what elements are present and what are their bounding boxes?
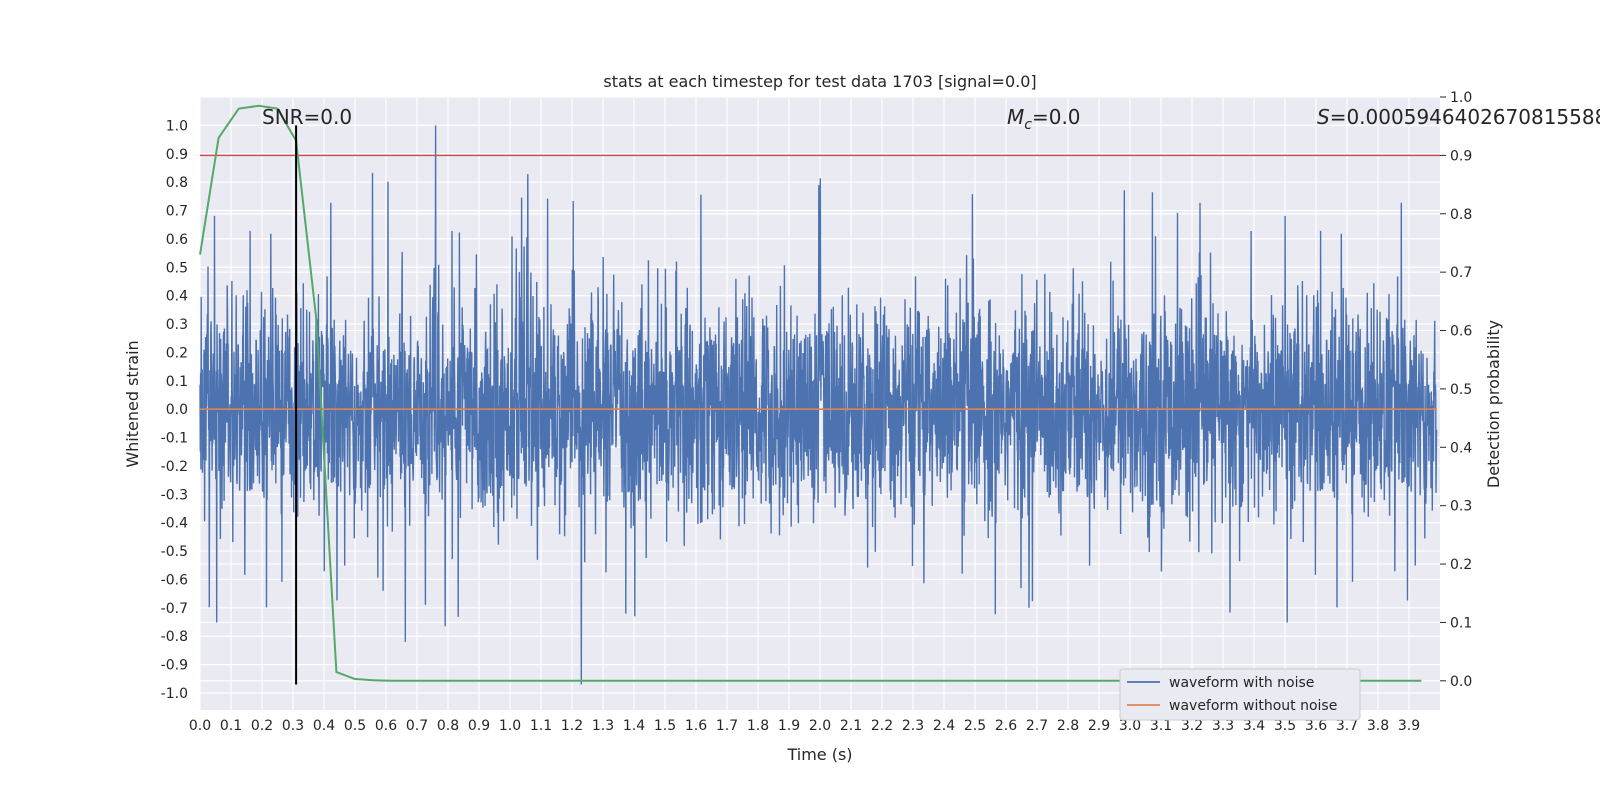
x-tick-label: 0.6 xyxy=(375,718,397,734)
chirp-mass-annotation: Mc=0.0 xyxy=(1007,105,1081,133)
x-tick-label: 0.3 xyxy=(282,718,304,734)
y-tick-label: -0.9 xyxy=(161,658,188,674)
x-tick-label: 2.5 xyxy=(964,718,986,734)
y2-axis-ticks: 1.0 0.9 0.8 0.7 0.6 0.5 0.4 0.3 0.2 0.1 0.0 xyxy=(1440,90,1472,690)
x-tick-label: 2.6 xyxy=(995,718,1017,734)
x-tick-label: 1.4 xyxy=(623,718,645,734)
x-tick-label: 1.9 xyxy=(778,718,800,734)
chart-title: stats at each timestep for test data 170… xyxy=(603,72,1036,91)
y-tick-label: 0.9 xyxy=(166,147,188,163)
x-tick-label: 3.1 xyxy=(1150,718,1172,734)
y2-tick-label: 0.9 xyxy=(1450,148,1472,164)
x-tick-label: 2.7 xyxy=(1026,718,1048,734)
y-tick-label: -0.5 xyxy=(161,544,188,560)
y2-tick-label: 0.7 xyxy=(1450,265,1472,281)
legend-box xyxy=(1119,668,1361,721)
x-tick-label: 3.5 xyxy=(1274,718,1296,734)
snr-annotation: SNR=0.0 xyxy=(262,105,352,129)
y2-tick-label: 0.6 xyxy=(1450,324,1472,340)
y2-tick-label: 0.4 xyxy=(1450,440,1472,456)
x-tick-label: 2.1 xyxy=(840,718,862,734)
y-tick-label: 0.0 xyxy=(166,402,188,418)
x-tick-label: 1.8 xyxy=(747,718,769,734)
y2-tick-label: 0.8 xyxy=(1450,207,1472,223)
statistic-annotation: S=0.0005946402670815588 xyxy=(1317,105,1600,129)
x-tick-label: 3.4 xyxy=(1243,718,1265,734)
y2-tick-label: 0.0 xyxy=(1450,674,1472,690)
y-tick-label: -0.1 xyxy=(161,431,188,447)
y-tick-label: -0.6 xyxy=(161,572,188,588)
x-tick-label: 3.8 xyxy=(1367,718,1389,734)
x-tick-label: 0.0 xyxy=(189,718,211,734)
legend: waveform with noise waveform without noi… xyxy=(1119,668,1361,721)
x-tick-label: 2.3 xyxy=(902,718,924,734)
x-tick-label: 1.5 xyxy=(654,718,676,734)
x-tick-label: 1.1 xyxy=(530,718,552,734)
x-tick-label: 0.7 xyxy=(406,718,428,734)
x-tick-label: 1.3 xyxy=(592,718,614,734)
y2-tick-label: 0.5 xyxy=(1450,382,1472,398)
x-tick-label: 0.2 xyxy=(251,718,273,734)
x-tick-label: 3.9 xyxy=(1398,718,1420,734)
x-tick-label: 0.4 xyxy=(313,718,335,734)
x-tick-label: 1.7 xyxy=(716,718,738,734)
waveform-with-noise-line xyxy=(199,125,1438,685)
y-tick-label: 0.6 xyxy=(166,232,188,248)
y-tick-label: 0.1 xyxy=(166,374,188,390)
y2-tick-label: 0.1 xyxy=(1450,615,1472,631)
y-tick-label: -0.8 xyxy=(161,629,188,645)
y-axis-ticks: 1.0 0.9 0.8 0.7 0.6 0.5 0.4 0.3 0.2 0.1 0.0 -0.1 -0.… xyxy=(161,118,188,702)
y-tick-label: 0.3 xyxy=(166,317,188,333)
x-tick-label: 0.5 xyxy=(344,718,366,734)
y-tick-label: -0.2 xyxy=(161,459,188,475)
x-tick-label: 2.8 xyxy=(1057,718,1079,734)
x-tick-label: 2.4 xyxy=(933,718,955,734)
overlay-lines xyxy=(199,104,1440,685)
legend-label-clean: waveform without noise xyxy=(1169,698,1337,714)
x-tick-label: 0.9 xyxy=(468,718,490,734)
y-tick-label: 0.5 xyxy=(166,260,188,276)
y2-tick-label: 1.0 xyxy=(1450,90,1472,106)
y-tick-label: -0.7 xyxy=(161,601,188,617)
y-tick-label: 0.4 xyxy=(166,289,188,305)
y-tick-label: 1.0 xyxy=(166,118,188,134)
y-tick-label: -1.0 xyxy=(161,686,188,702)
x-tick-label: 0.8 xyxy=(437,718,459,734)
x-tick-label: 2.9 xyxy=(1088,718,1110,734)
x-axis-label: Time (s) xyxy=(786,745,852,764)
x-tick-label: 3.3 xyxy=(1212,718,1234,734)
x-tick-label: 3.0 xyxy=(1119,718,1141,734)
x-tick-label: 1.6 xyxy=(685,718,707,734)
x-tick-label: 2.0 xyxy=(809,718,831,734)
x-tick-label: 1.2 xyxy=(561,718,583,734)
x-axis-ticks: 0.0 0.1 0.2 0.3 0.4 0.5 0.6 0.7 0.8 0.9 1.0 1.1 1.2 1… xyxy=(189,718,1420,734)
x-tick-label: 0.1 xyxy=(220,718,242,734)
y-tick-label: -0.4 xyxy=(161,516,188,532)
x-tick-label: 3.6 xyxy=(1305,718,1327,734)
detection-probability-line xyxy=(199,104,1422,682)
x-tick-label: 2.2 xyxy=(871,718,893,734)
y2-tick-label: 0.3 xyxy=(1450,499,1472,515)
x-tick-label: 3.7 xyxy=(1336,718,1358,734)
y-tick-label: 0.7 xyxy=(166,204,188,220)
x-tick-label: 3.2 xyxy=(1181,718,1203,734)
series-waveform-with-noise xyxy=(199,125,1438,685)
legend-label-noise: waveform with noise xyxy=(1169,675,1314,691)
y-tick-label: -0.3 xyxy=(161,487,188,503)
y-tick-label: 0.8 xyxy=(166,175,188,191)
y2-axis-label: Detection probability xyxy=(1484,320,1503,488)
y2-tick-label: 0.2 xyxy=(1450,557,1472,573)
y-tick-label: 0.2 xyxy=(166,345,188,361)
x-tick-label: 1.0 xyxy=(499,718,521,734)
y-axis-label: Whitened strain xyxy=(123,340,142,467)
